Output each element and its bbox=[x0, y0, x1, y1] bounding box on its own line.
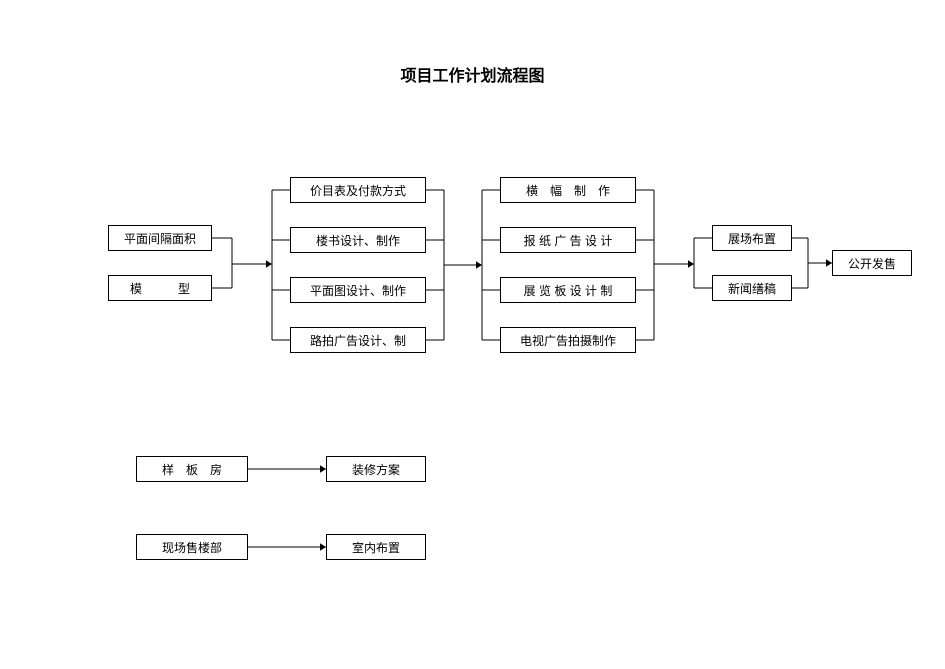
page-title: 项目工作计划流程图 bbox=[0, 62, 945, 86]
flow-node: 平面图设计、制作 bbox=[290, 277, 426, 303]
flow-node: 室内布置 bbox=[326, 534, 426, 560]
flow-node: 装修方案 bbox=[326, 456, 426, 482]
flowchart-canvas: 项目工作计划流程图 平面间隔面积模 型 价目表及付款方式楼书设计、制作平面图设计、… bbox=[0, 0, 945, 669]
flow-node: 展 览 板 设 计 制 bbox=[500, 277, 636, 303]
flow-node: 价目表及付款方式 bbox=[290, 177, 426, 203]
flow-node: 公开发售 bbox=[832, 250, 912, 276]
flow-node: 平面间隔面积 bbox=[108, 225, 212, 251]
flow-node: 展场布置 bbox=[712, 225, 792, 251]
edges-layer bbox=[0, 0, 945, 669]
flow-node: 报 纸 广 告 设 计 bbox=[500, 227, 636, 253]
flow-node: 路拍广告设计、制 bbox=[290, 327, 426, 353]
flow-node: 现场售楼部 bbox=[136, 534, 248, 560]
flow-node: 横 幅 制 作 bbox=[500, 177, 636, 203]
flow-node: 新闻缮稿 bbox=[712, 275, 792, 301]
flow-node: 样 板 房 bbox=[136, 456, 248, 482]
flow-node: 电视广告拍摄制作 bbox=[500, 327, 636, 353]
flow-node: 楼书设计、制作 bbox=[290, 227, 426, 253]
flow-node: 模 型 bbox=[108, 275, 212, 301]
